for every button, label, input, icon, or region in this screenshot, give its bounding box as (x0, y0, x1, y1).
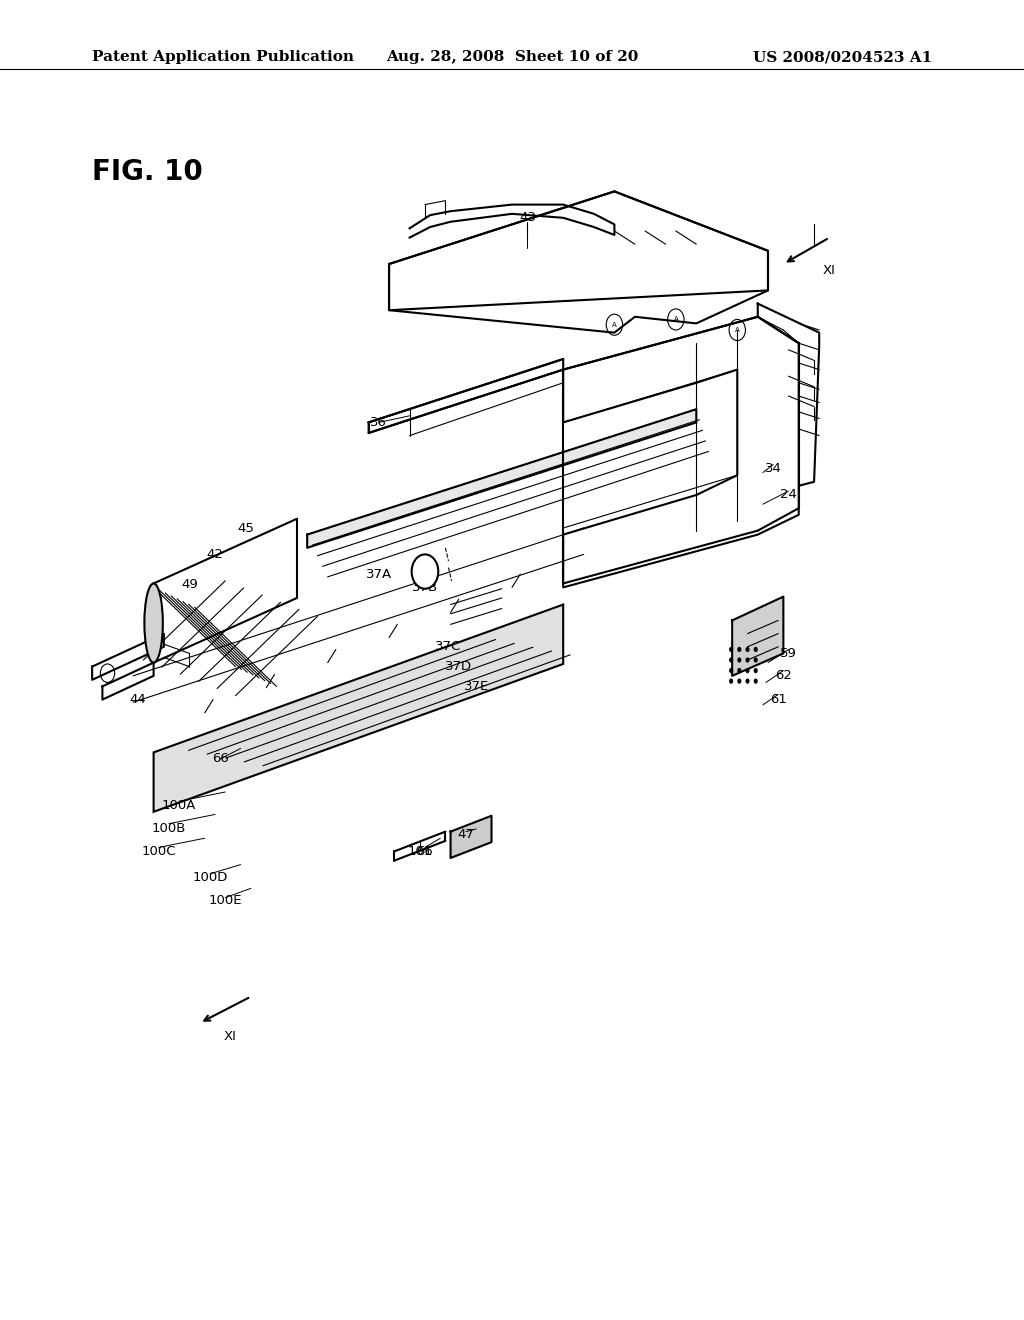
Circle shape (745, 657, 750, 663)
Text: 66: 66 (212, 752, 228, 766)
Circle shape (729, 668, 733, 673)
Text: 100E: 100E (209, 894, 242, 907)
Text: A: A (612, 322, 616, 327)
Circle shape (737, 668, 741, 673)
Text: A: A (674, 317, 678, 322)
Polygon shape (92, 634, 164, 680)
Text: 37E: 37E (464, 680, 488, 693)
Text: XI: XI (224, 1030, 237, 1043)
Text: 100C: 100C (141, 845, 176, 858)
Polygon shape (732, 597, 783, 676)
Text: 101: 101 (408, 845, 432, 858)
Text: Aug. 28, 2008  Sheet 10 of 20: Aug. 28, 2008 Sheet 10 of 20 (386, 50, 638, 65)
Circle shape (754, 647, 758, 652)
Text: 47: 47 (458, 828, 474, 841)
Text: 42: 42 (207, 548, 223, 561)
Polygon shape (102, 663, 154, 700)
Circle shape (745, 668, 750, 673)
Polygon shape (154, 605, 563, 812)
Text: 100A: 100A (162, 799, 197, 812)
Circle shape (745, 647, 750, 652)
Circle shape (754, 668, 758, 673)
Polygon shape (389, 191, 768, 333)
Text: 24: 24 (780, 488, 797, 502)
Circle shape (729, 678, 733, 684)
Text: 66: 66 (417, 845, 433, 858)
Circle shape (754, 678, 758, 684)
Text: Patent Application Publication: Patent Application Publication (92, 50, 354, 65)
Circle shape (412, 554, 438, 589)
Circle shape (754, 657, 758, 663)
Text: 37B: 37B (412, 581, 438, 594)
Text: 37D: 37D (445, 660, 472, 673)
Polygon shape (451, 816, 492, 858)
Circle shape (737, 657, 741, 663)
Circle shape (737, 678, 741, 684)
Text: 37A: 37A (366, 568, 392, 581)
Text: 100D: 100D (193, 871, 227, 884)
Polygon shape (563, 317, 799, 587)
Text: A: A (735, 327, 739, 333)
Circle shape (729, 647, 733, 652)
Text: 100B: 100B (152, 822, 186, 836)
Text: 44: 44 (130, 693, 146, 706)
Text: XI: XI (823, 264, 836, 277)
Text: 37C: 37C (435, 640, 462, 653)
Text: 45: 45 (238, 521, 254, 535)
Circle shape (729, 657, 733, 663)
Text: 43: 43 (519, 211, 536, 224)
Text: 49: 49 (181, 578, 198, 591)
Polygon shape (307, 409, 696, 548)
Text: 61: 61 (770, 693, 786, 706)
Text: 36: 36 (371, 416, 387, 429)
Circle shape (737, 647, 741, 652)
Ellipse shape (144, 583, 163, 663)
Text: 62: 62 (775, 669, 792, 682)
Text: FIG. 10: FIG. 10 (92, 158, 203, 186)
Text: 59: 59 (780, 647, 797, 660)
Polygon shape (369, 359, 563, 433)
Polygon shape (758, 304, 819, 486)
Text: US 2008/0204523 A1: US 2008/0204523 A1 (753, 50, 932, 65)
Text: 34: 34 (765, 462, 781, 475)
Circle shape (745, 678, 750, 684)
